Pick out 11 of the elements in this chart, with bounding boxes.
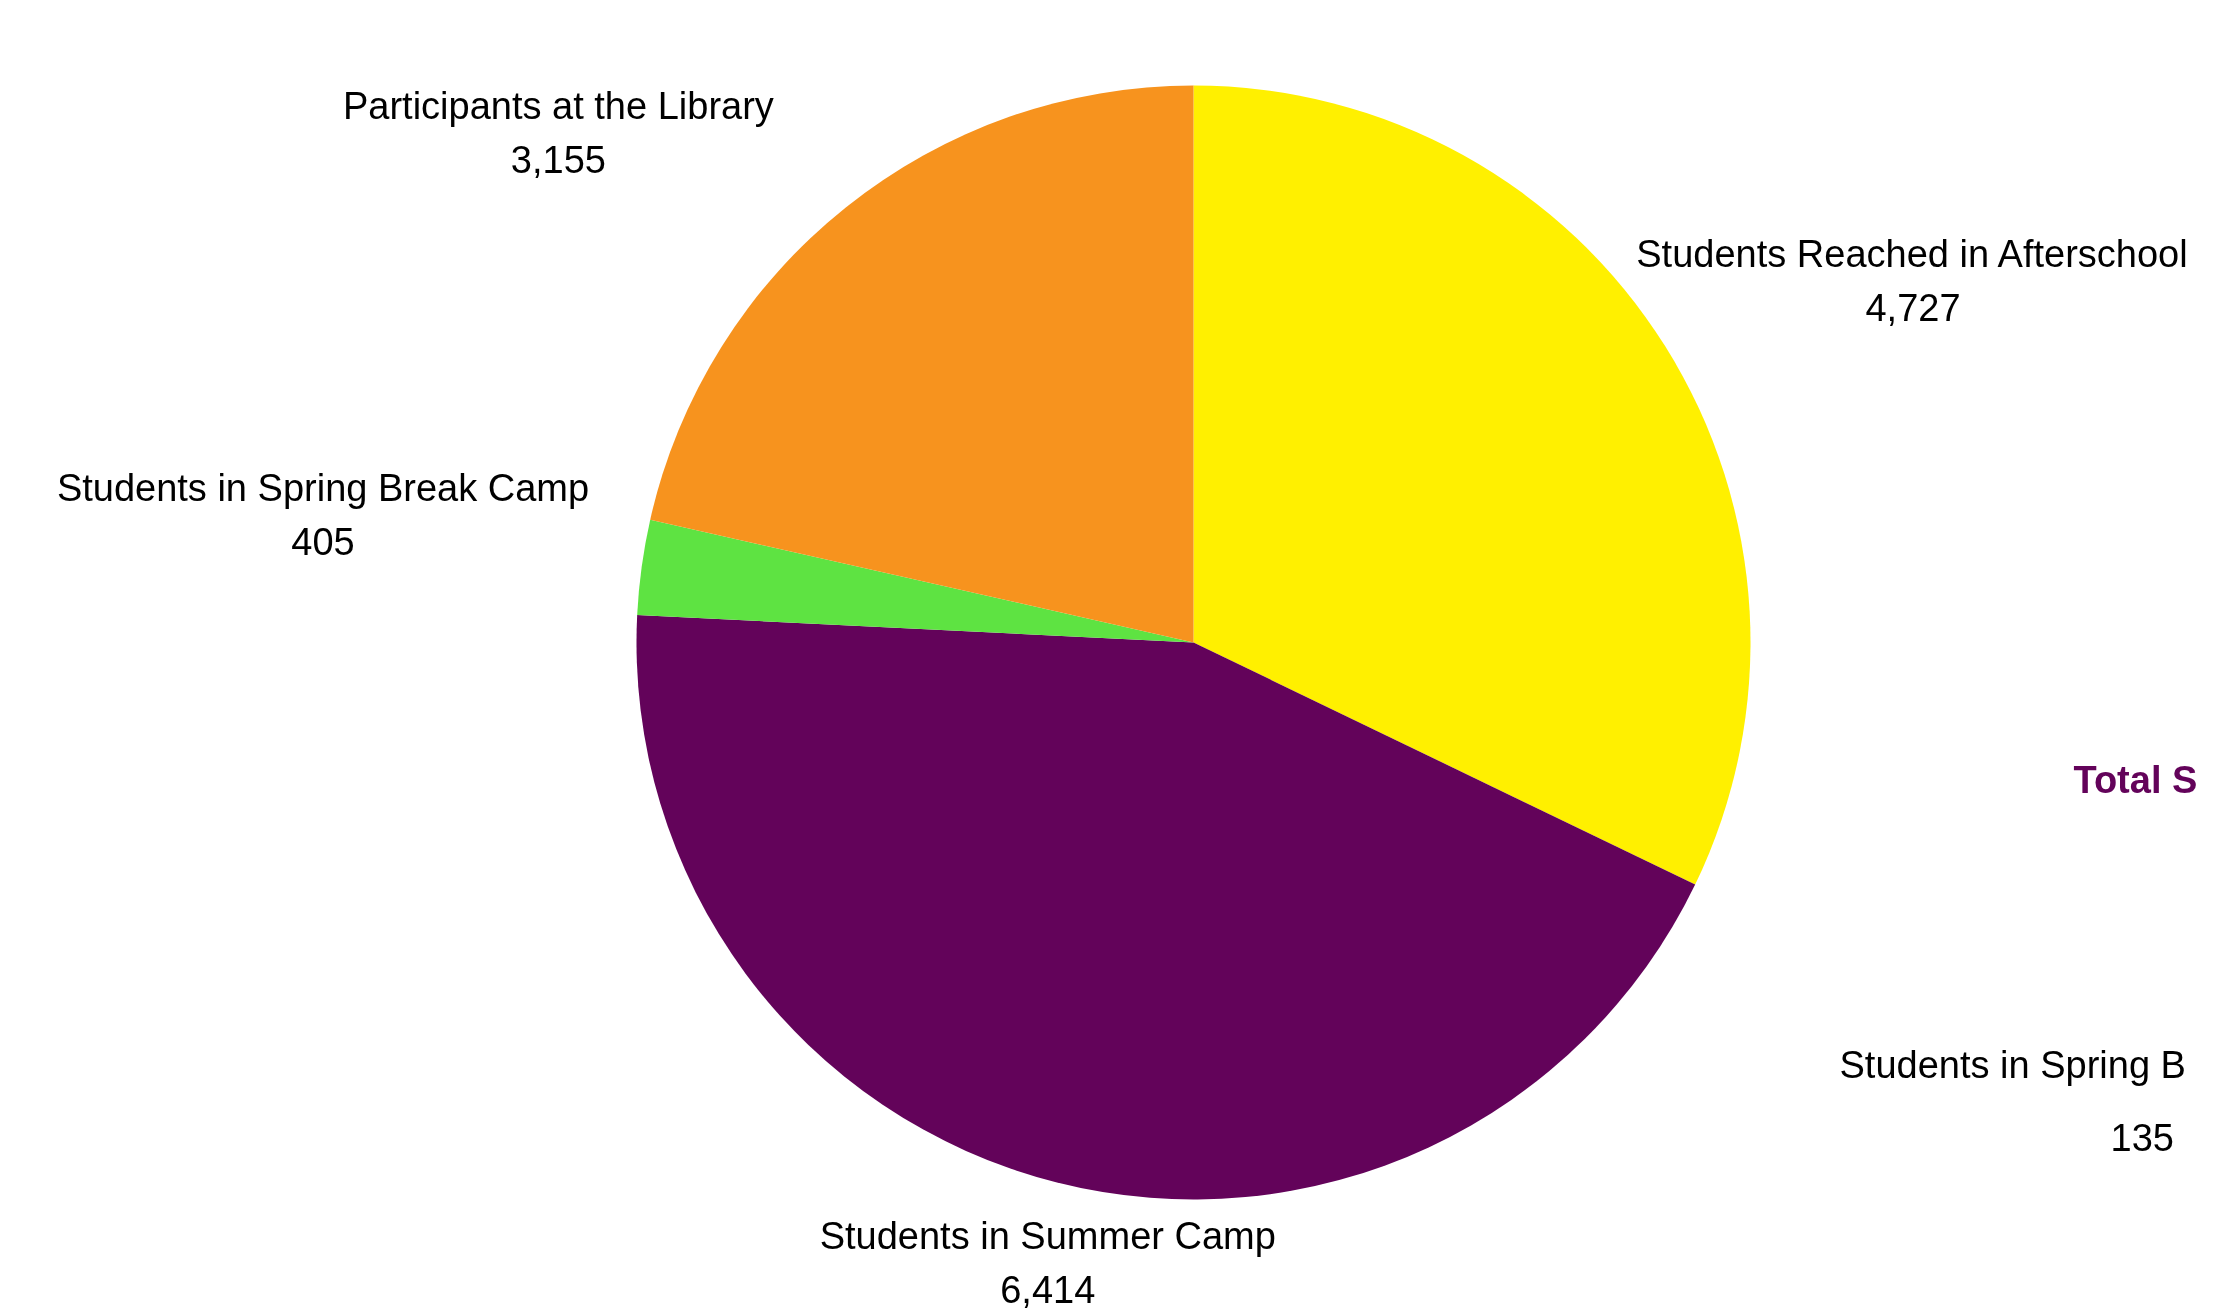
data-label: 4,727	[1865, 286, 1961, 329]
slice-label: Students in Spring Break Camp	[56, 466, 590, 509]
text: 135	[2110, 1116, 2174, 1159]
slice-label: Participants at the Library	[342, 85, 774, 128]
data-label: 6,414	[1000, 1268, 1096, 1311]
text: Students in Spring B	[1839, 1043, 2186, 1086]
slice-label: Students in Summer Camp	[819, 1214, 1276, 1257]
slice-label: Students Reached in Afterschool	[1636, 232, 2188, 275]
data-label: 3,155	[510, 139, 606, 182]
data-label: 405	[291, 520, 355, 563]
text: Total S	[2073, 758, 2198, 801]
